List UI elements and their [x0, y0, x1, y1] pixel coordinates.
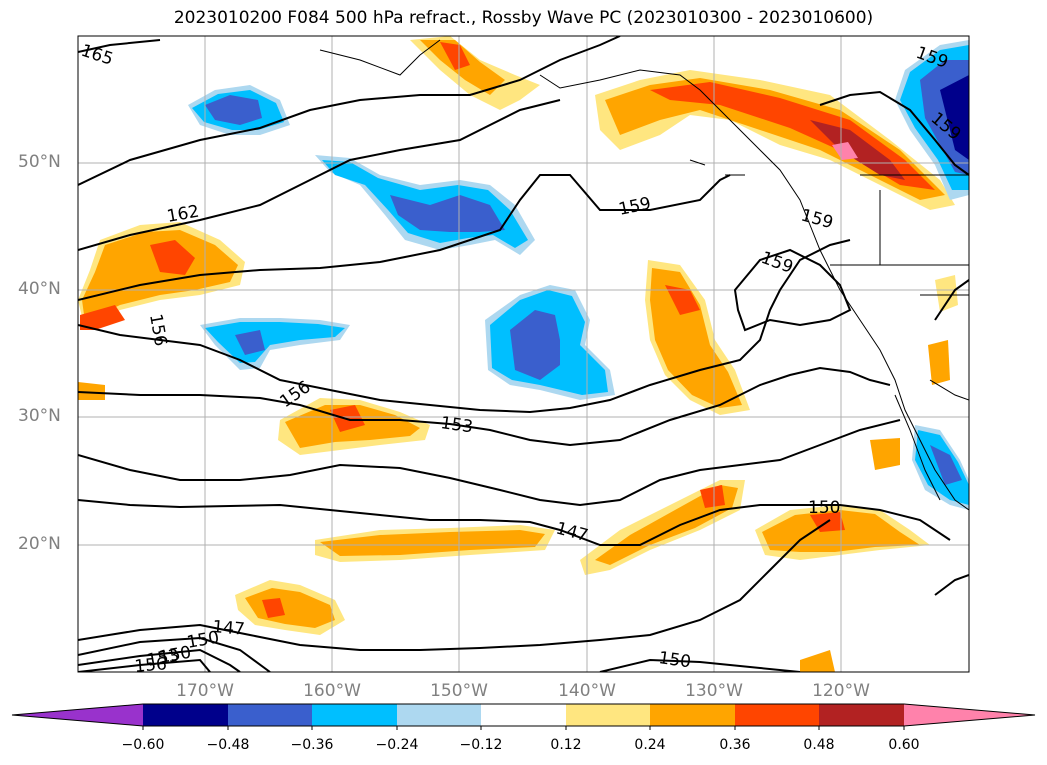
lat-label: 40°N — [18, 279, 61, 299]
map-title: 2023010200 F084 500 hPa refract., Rossby… — [173, 8, 874, 28]
contour-label: 147 — [554, 519, 591, 547]
colorbar-extend-min — [12, 704, 143, 726]
colorbar-segment — [650, 704, 735, 726]
colorbar-segment — [143, 704, 228, 726]
colorbar-tick-label: −0.36 — [290, 737, 334, 753]
map-frame — [77, 35, 970, 673]
map-panel: 165 162 159 159 159 159 159 156 156 153 … — [77, 35, 970, 677]
colorbar-tick-label: 0.12 — [550, 737, 582, 753]
shading — [78, 36, 969, 672]
colorbar-segment — [397, 704, 481, 726]
graticule — [78, 36, 969, 672]
lon-label: 140°W — [558, 681, 616, 701]
lat-label: 50°N — [18, 152, 61, 172]
lat-label: 30°N — [18, 406, 61, 426]
colorbar-tick-label: −0.24 — [375, 737, 419, 753]
colorbar-outline — [11, 703, 1036, 727]
contour-label: 156 — [145, 312, 170, 347]
contour-label: 159 — [799, 206, 836, 234]
lat-label: 20°N — [18, 534, 61, 554]
colorbar-tick-label: 0.24 — [634, 737, 666, 753]
colorbar-tick-label: −0.48 — [206, 737, 250, 753]
contour-label: 156 — [134, 654, 168, 677]
contour-label: 162 — [165, 202, 200, 227]
colorbar-tick-label: 0.60 — [888, 737, 920, 753]
contour-label: 153 — [439, 413, 474, 437]
contour-label: 150 — [808, 498, 840, 518]
contour-label: 147 — [212, 617, 246, 640]
colorbar-tick-label: −0.60 — [121, 737, 165, 753]
coastlines — [319, 39, 969, 511]
lon-label: 160°W — [303, 681, 361, 701]
contours — [78, 36, 969, 672]
lon-label: 130°W — [685, 681, 743, 701]
contour-label: 150 — [657, 648, 692, 672]
colorbar-tick-label: −0.12 — [459, 737, 503, 753]
contour-label: 159 — [758, 248, 795, 278]
contour-label: 159 — [617, 194, 653, 220]
lon-label: 150°W — [430, 681, 488, 701]
colorbar-extend-max — [904, 704, 1035, 726]
colorbar-segment — [228, 704, 312, 726]
colorbar-segment — [735, 704, 819, 726]
colorbar-segment — [312, 704, 397, 726]
lon-label: 170°W — [176, 681, 234, 701]
colorbar-segment — [481, 704, 566, 726]
colorbar-segment — [819, 704, 904, 726]
colorbar-tick-label: 0.48 — [803, 737, 835, 753]
colorbar-segment — [566, 704, 650, 726]
colorbar-tick-label: 0.36 — [719, 737, 751, 753]
lon-label: 120°W — [812, 681, 870, 701]
